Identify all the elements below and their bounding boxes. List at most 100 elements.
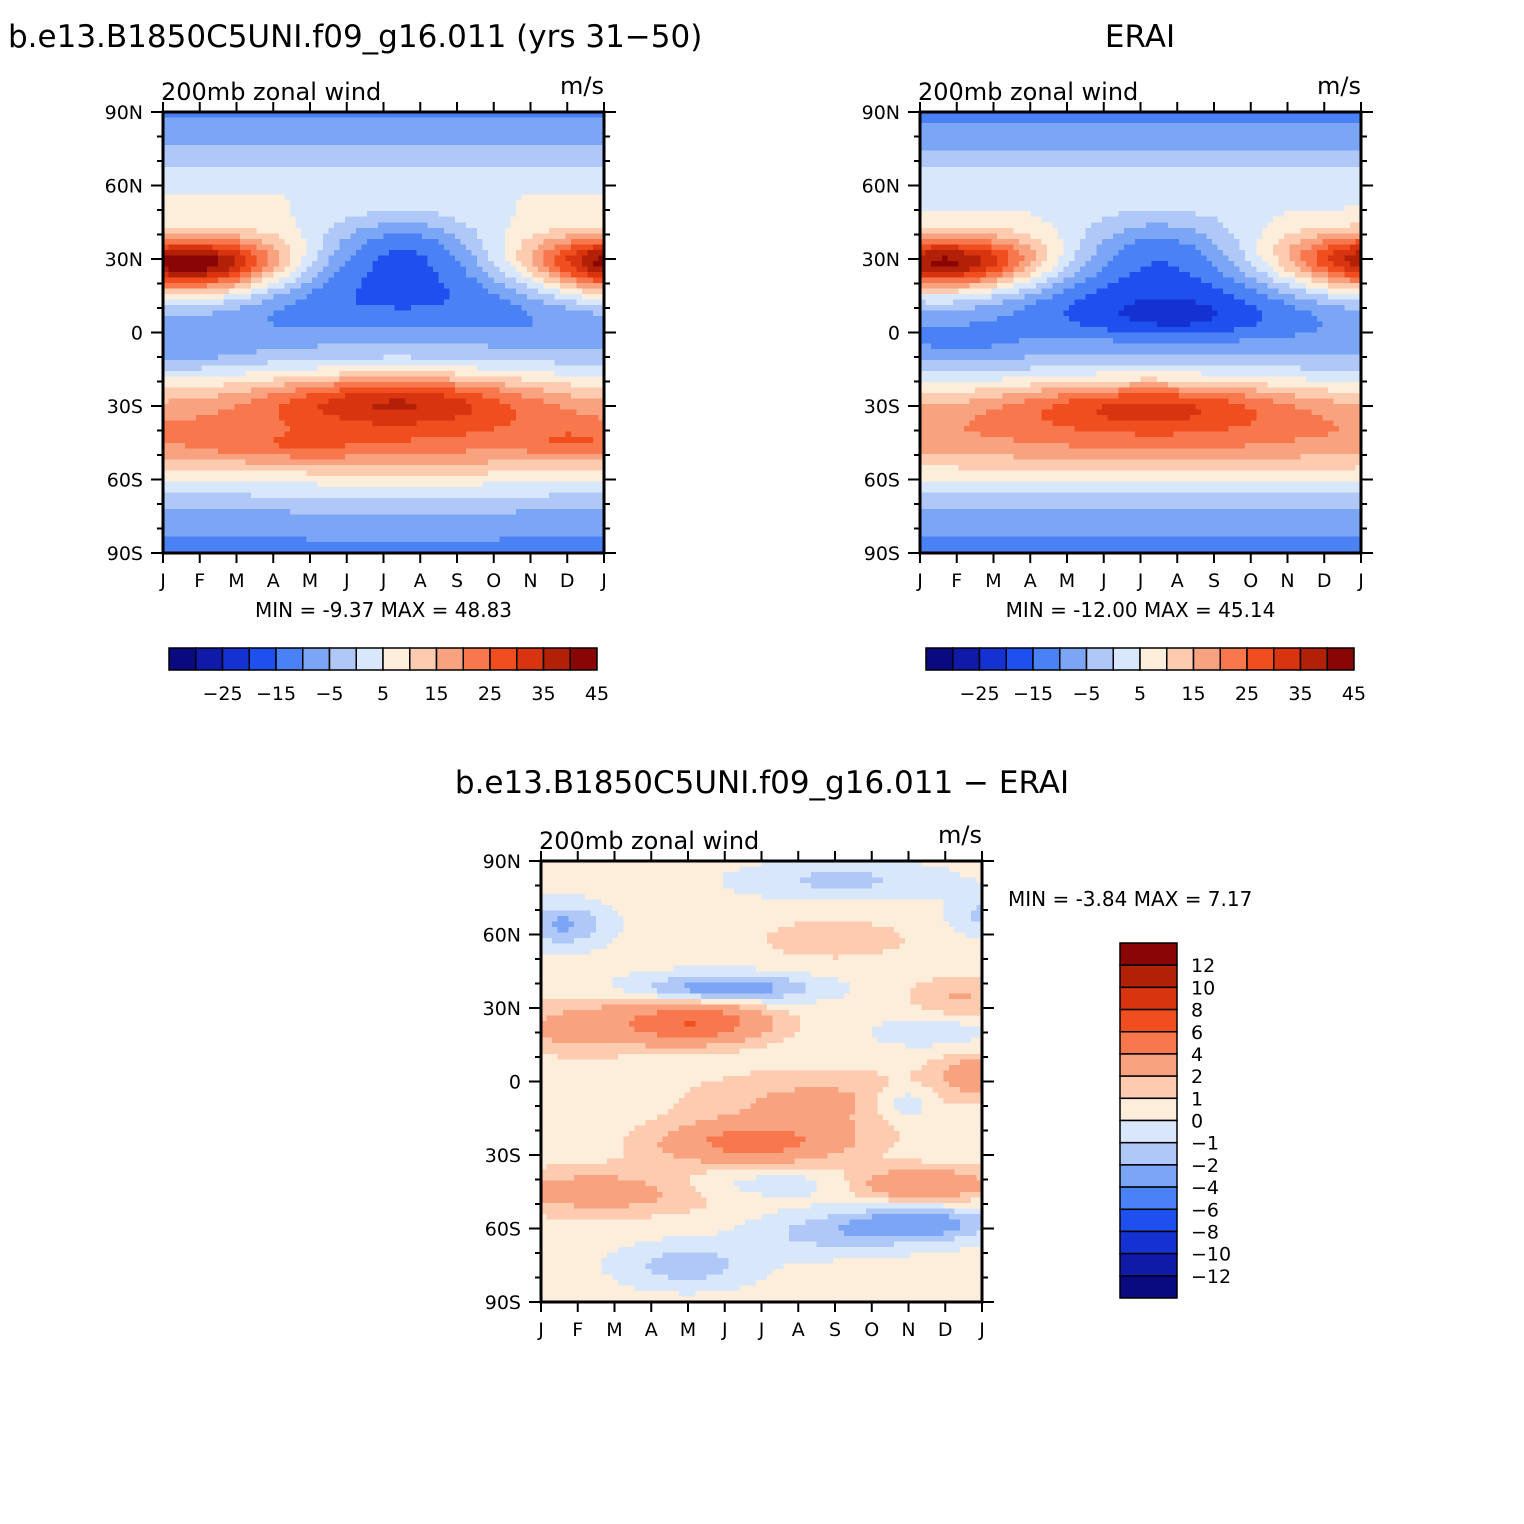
colorbar-label: −12 bbox=[1191, 1266, 1231, 1288]
field-model bbox=[163, 112, 605, 554]
colorbar-box bbox=[1120, 1209, 1177, 1231]
colorbar-box bbox=[463, 648, 490, 670]
colorbar-box bbox=[1120, 1054, 1177, 1076]
colorbar-box bbox=[169, 648, 196, 670]
colorbar-box bbox=[1120, 1165, 1177, 1187]
field-obs bbox=[920, 112, 1362, 554]
colorbar-label: 5 bbox=[1134, 683, 1146, 705]
colorbar-box bbox=[1033, 648, 1060, 670]
colorbar-label: −10 bbox=[1191, 1244, 1231, 1266]
colorbar-label: 15 bbox=[424, 683, 448, 705]
colorbar-label: 25 bbox=[478, 683, 502, 705]
title-model: b.e13.B1850C5UNI.f09_g16.011 (yrs 31−50) bbox=[8, 19, 702, 55]
colorbar-label: −15 bbox=[256, 683, 296, 705]
x-tick-label: A bbox=[1171, 570, 1184, 592]
y-tick-label: 30N bbox=[862, 249, 900, 271]
colorbar-box bbox=[383, 648, 410, 670]
colorbar-box bbox=[1120, 965, 1177, 987]
units-label: m/s bbox=[938, 821, 982, 849]
x-tick-label: M bbox=[606, 1319, 622, 1341]
y-tick-label: 90S bbox=[485, 1292, 521, 1314]
colorbar-box bbox=[1120, 1032, 1177, 1054]
colorbar-model: −25 −15 −5 5 15 25 35 45 bbox=[169, 648, 609, 705]
colorbar-box bbox=[196, 648, 223, 670]
x-tick-label: A bbox=[792, 1319, 805, 1341]
min-max-stats: MIN = -3.84 MAX = 7.17 bbox=[1008, 887, 1252, 911]
colorbar-label: −4 bbox=[1191, 1177, 1219, 1199]
colorbar-box bbox=[926, 648, 953, 670]
colorbar-box bbox=[223, 648, 250, 670]
colorbar-box bbox=[1120, 1276, 1177, 1298]
colorbar-label: 1 bbox=[1191, 1088, 1203, 1110]
y-tick-label: 30S bbox=[107, 396, 143, 418]
colorbar-box bbox=[544, 648, 571, 670]
colorbar-label: 12 bbox=[1191, 955, 1215, 977]
x-tick-label: J bbox=[721, 1319, 728, 1341]
x-tick-label: D bbox=[560, 570, 575, 592]
y-tick-label: 0 bbox=[131, 323, 143, 345]
colorbar-box bbox=[1006, 648, 1033, 670]
x-tick-label: O bbox=[486, 570, 501, 592]
colorbar-label: −2 bbox=[1191, 1155, 1219, 1177]
x-tick-label: J bbox=[978, 1319, 985, 1341]
y-tick-label: 30S bbox=[485, 1145, 521, 1167]
colorbar-obs: −25 −15 −5 5 15 25 35 45 bbox=[926, 648, 1366, 705]
x-tick-label: J bbox=[343, 570, 350, 592]
colorbar-box bbox=[1087, 648, 1114, 670]
y-tick-label: 30S bbox=[864, 396, 900, 418]
colorbar-box bbox=[356, 648, 383, 670]
subtitle: 200mb zonal wind bbox=[918, 78, 1138, 106]
x-tick-label: M bbox=[1059, 570, 1075, 592]
x-tick-label: S bbox=[829, 1319, 841, 1341]
colorbar-box bbox=[1113, 648, 1140, 670]
subtitle: 200mb zonal wind bbox=[161, 78, 381, 106]
colorbar-label: 0 bbox=[1191, 1111, 1203, 1133]
colorbar-box bbox=[1167, 648, 1194, 670]
min-max-stats: MIN = -9.37 MAX = 48.83 bbox=[255, 598, 512, 622]
colorbar-label: 4 bbox=[1191, 1044, 1203, 1066]
colorbar-box bbox=[1060, 648, 1087, 670]
colorbar-label: 45 bbox=[585, 683, 609, 705]
y-tick-label: 0 bbox=[888, 323, 900, 345]
min-max-stats: MIN = -12.00 MAX = 45.14 bbox=[1006, 598, 1276, 622]
colorbar-box bbox=[330, 648, 357, 670]
x-tick-label: A bbox=[267, 570, 280, 592]
x-tick-label: N bbox=[523, 570, 537, 592]
x-tick-label: M bbox=[680, 1319, 696, 1341]
colorbar-box bbox=[1120, 1187, 1177, 1209]
colorbar-label: 25 bbox=[1235, 683, 1259, 705]
colorbar-box bbox=[1120, 1143, 1177, 1165]
y-tick-label: 30N bbox=[105, 249, 143, 271]
colorbar-label: 10 bbox=[1191, 977, 1215, 999]
colorbar-label: 2 bbox=[1191, 1066, 1203, 1088]
colorbar-label: −1 bbox=[1191, 1133, 1219, 1155]
x-tick-label: J bbox=[1137, 570, 1144, 592]
colorbar-box bbox=[1120, 1010, 1177, 1032]
colorbar-box bbox=[1120, 1076, 1177, 1098]
x-tick-label: J bbox=[1357, 570, 1364, 592]
colorbar-box bbox=[490, 648, 517, 670]
units-label: m/s bbox=[560, 72, 604, 100]
colorbar-label: 45 bbox=[1342, 683, 1366, 705]
x-tick-label: S bbox=[1208, 570, 1220, 592]
x-tick-label: D bbox=[1317, 570, 1332, 592]
x-tick-label: A bbox=[414, 570, 427, 592]
colorbar-box bbox=[1327, 648, 1354, 670]
y-tick-label: 60N bbox=[862, 176, 900, 198]
colorbar-label: 6 bbox=[1191, 1022, 1203, 1044]
x-tick-label: F bbox=[951, 570, 962, 592]
colorbar-box bbox=[517, 648, 544, 670]
units-label: m/s bbox=[1317, 72, 1361, 100]
colorbar-box bbox=[1120, 987, 1177, 1009]
x-tick-label: J bbox=[916, 570, 923, 592]
title-difference: b.e13.B1850C5UNI.f09_g16.011 − ERAI bbox=[455, 765, 1069, 801]
colorbar-box bbox=[410, 648, 437, 670]
colorbar-label: −25 bbox=[959, 683, 999, 705]
colorbar-label: 15 bbox=[1181, 683, 1205, 705]
x-tick-label: J bbox=[380, 570, 387, 592]
x-tick-label: S bbox=[451, 570, 463, 592]
